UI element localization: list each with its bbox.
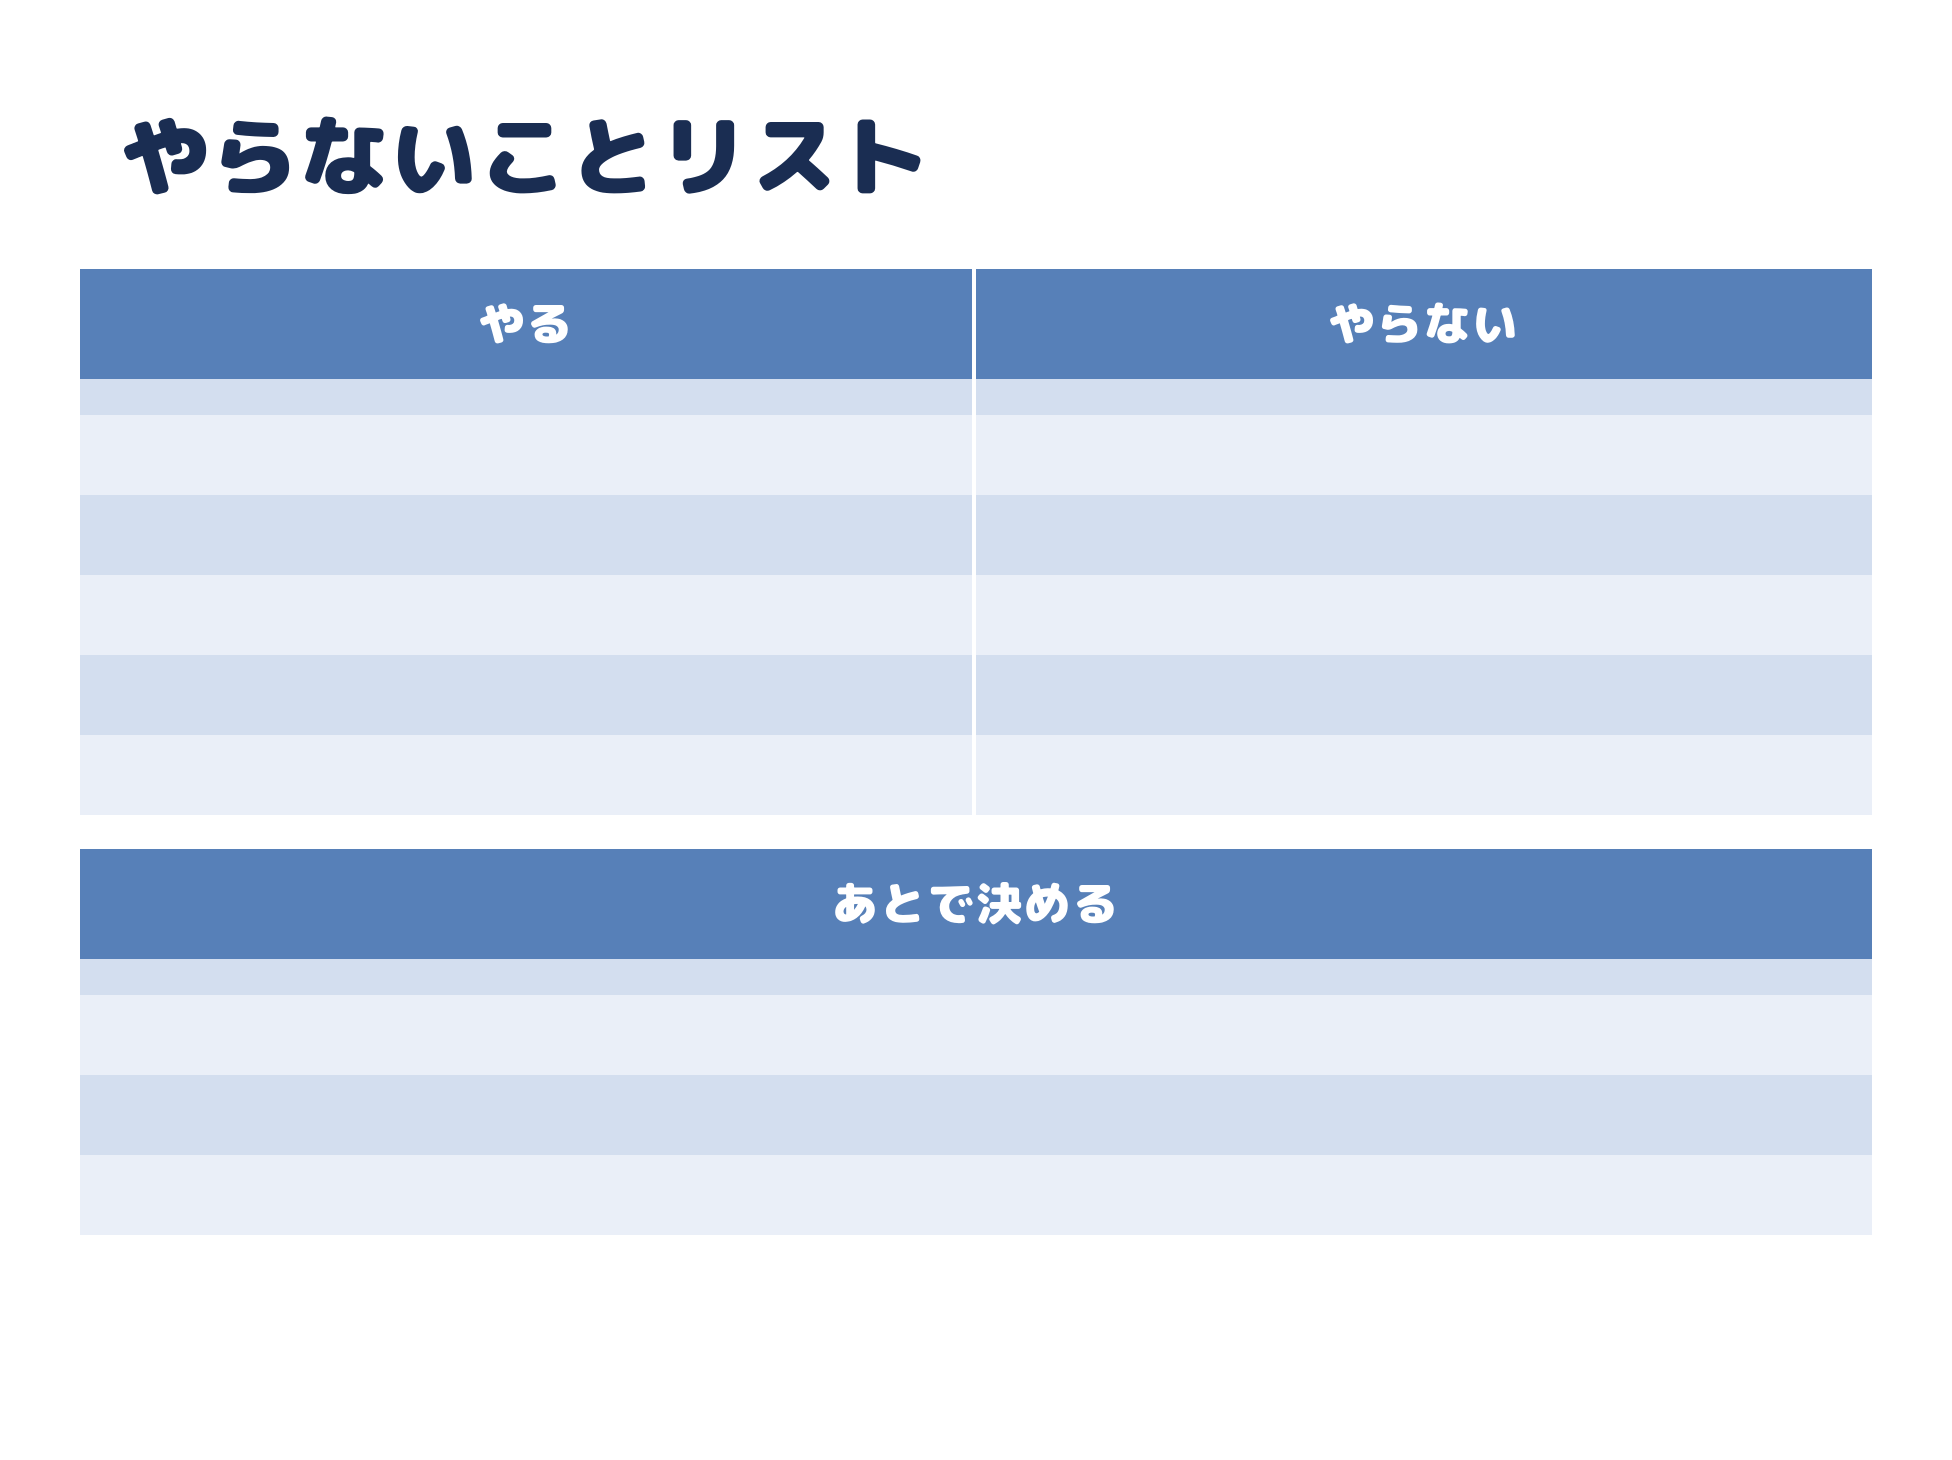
column-header-later: あとで決める bbox=[80, 849, 1872, 959]
table-row bbox=[80, 995, 1872, 1075]
decide-later-table: あとで決める bbox=[80, 849, 1872, 1235]
do-dont-table: やる やらない bbox=[80, 269, 1872, 815]
column-header-dont: やらない bbox=[976, 269, 1872, 379]
table-cell bbox=[976, 415, 1872, 495]
table-cell bbox=[80, 655, 972, 735]
table-cell bbox=[80, 1075, 1872, 1155]
table-row bbox=[80, 1155, 1872, 1235]
table-row bbox=[80, 379, 1872, 415]
table-row bbox=[80, 575, 1872, 655]
table-cell bbox=[976, 379, 1872, 415]
table-row bbox=[80, 495, 1872, 575]
page-title: やらないことリスト bbox=[120, 90, 1872, 221]
table-cell bbox=[80, 495, 972, 575]
table-row bbox=[80, 415, 1872, 495]
table-cell bbox=[976, 495, 1872, 575]
table-row bbox=[80, 655, 1872, 735]
column-header-do: やる bbox=[80, 269, 976, 379]
table-row bbox=[80, 1075, 1872, 1155]
table-cell bbox=[80, 735, 972, 815]
table-row bbox=[80, 959, 1872, 995]
table-cell bbox=[80, 1155, 1872, 1235]
page-container: やらないことリスト やる やらない bbox=[0, 0, 1952, 1235]
table-cell bbox=[80, 379, 972, 415]
table-cell bbox=[80, 415, 972, 495]
table-gap bbox=[80, 815, 1872, 849]
table-cell bbox=[976, 655, 1872, 735]
table-row bbox=[80, 735, 1872, 815]
table-cell bbox=[976, 735, 1872, 815]
table-cell bbox=[80, 575, 972, 655]
table-cell bbox=[80, 995, 1872, 1075]
table-cell bbox=[976, 575, 1872, 655]
table-cell bbox=[80, 959, 1872, 995]
